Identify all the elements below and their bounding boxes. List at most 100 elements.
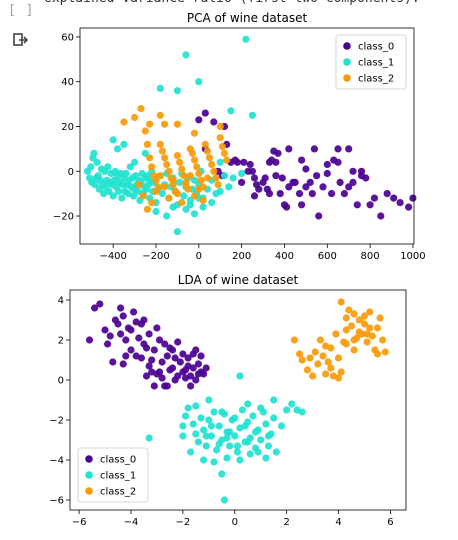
- data-point: [342, 326, 350, 334]
- data-point: [197, 414, 205, 422]
- data-point: [186, 172, 194, 180]
- data-point: [109, 136, 117, 144]
- chart-2: LDA of wine dataset −6 −4 −2 0 2 4 6 −6 −4 −2 0 2 4 cl…: [49, 273, 407, 528]
- x-tick-label: 600: [318, 251, 337, 262]
- data-point: [349, 167, 357, 175]
- x-tick-label: 0: [196, 251, 202, 262]
- y-tick-label: 60: [61, 32, 74, 43]
- x-tick-label: −400: [99, 251, 126, 262]
- data-point: [218, 470, 226, 478]
- data-point: [223, 454, 231, 462]
- data-point: [161, 183, 169, 191]
- data-point: [165, 167, 173, 175]
- data-point: [238, 406, 247, 414]
- data-point: [218, 408, 226, 416]
- data-point: [87, 163, 95, 171]
- series-class_0: [195, 109, 417, 220]
- data-point: [262, 454, 270, 462]
- data-point: [187, 448, 195, 456]
- data-point: [188, 149, 196, 157]
- data-point: [296, 350, 304, 358]
- data-point: [277, 422, 286, 430]
- data-point: [370, 194, 378, 202]
- data-point: [210, 408, 218, 416]
- cut-off-output-text: explained variance ratio (first two comp…: [44, 0, 420, 6]
- data-point: [283, 203, 291, 211]
- data-point: [383, 190, 391, 198]
- data-point: [248, 167, 256, 175]
- data-point: [91, 304, 99, 312]
- chart-1: PCA of wine dataset−400 −200 0 200 400 600 800…: [53, 11, 426, 262]
- data-point: [146, 154, 154, 162]
- data-point: [117, 304, 125, 312]
- data-point: [306, 178, 314, 186]
- data-point: [246, 450, 254, 458]
- data-point: [91, 181, 99, 189]
- data-point: [190, 176, 199, 184]
- data-point: [216, 134, 224, 142]
- data-point: [155, 336, 164, 344]
- output-redirect-icon[interactable]: [13, 33, 29, 47]
- data-point: [134, 187, 142, 195]
- data-point: [373, 350, 382, 358]
- series-class_2: [120, 105, 231, 213]
- data-point: [342, 314, 350, 322]
- data-point: [376, 314, 384, 322]
- data-point: [220, 172, 229, 180]
- data-point: [334, 354, 343, 362]
- data-point: [328, 190, 336, 198]
- data-point: [158, 190, 166, 198]
- data-point: [131, 158, 139, 166]
- legend-label: class_1: [358, 58, 394, 69]
- y-tick-label: −2: [49, 416, 64, 427]
- data-point: [104, 340, 112, 348]
- data-point: [322, 370, 330, 378]
- data-point: [246, 160, 254, 169]
- data-point: [261, 174, 269, 182]
- data-point: [265, 190, 274, 198]
- y-tick-label: 0: [68, 167, 74, 178]
- y-tick-label: 0: [58, 376, 64, 387]
- data-point: [178, 199, 186, 207]
- data-point: [213, 446, 221, 454]
- cell-prompt[interactable]: [ ]: [8, 3, 35, 18]
- data-point: [355, 316, 363, 324]
- x-tick-label: 2: [283, 517, 289, 528]
- legend-marker: [343, 74, 351, 82]
- data-point: [171, 354, 179, 362]
- data-point: [166, 344, 174, 352]
- data-point: [214, 181, 222, 189]
- data-point: [319, 183, 327, 191]
- data-point: [150, 346, 158, 354]
- data-point: [135, 181, 143, 189]
- data-point: [122, 169, 130, 178]
- data-point: [173, 87, 181, 95]
- data-point: [142, 344, 151, 352]
- data-point: [148, 163, 156, 171]
- data-point: [158, 374, 166, 382]
- data-point: [161, 382, 169, 390]
- data-point: [179, 368, 187, 376]
- data-point: [242, 35, 250, 43]
- data-point: [161, 154, 169, 162]
- data-point: [200, 426, 208, 434]
- data-point: [210, 458, 218, 466]
- data-point: [200, 456, 208, 464]
- y-tick-label: 2: [58, 336, 64, 347]
- data-point: [152, 187, 160, 195]
- data-point: [215, 422, 223, 430]
- data-point: [114, 187, 123, 195]
- data-point: [231, 414, 239, 422]
- data-point: [337, 368, 345, 376]
- data-point: [218, 143, 226, 151]
- data-point: [322, 342, 330, 350]
- legend: class_0 class_1 class_2: [335, 34, 407, 90]
- data-point: [181, 412, 190, 420]
- data-point: [255, 185, 263, 193]
- data-point: [145, 434, 153, 442]
- data-point: [109, 358, 117, 366]
- data-point: [119, 360, 127, 368]
- data-point: [302, 183, 310, 191]
- chart-title: PCA of wine dataset: [187, 11, 308, 25]
- data-point: [132, 318, 140, 326]
